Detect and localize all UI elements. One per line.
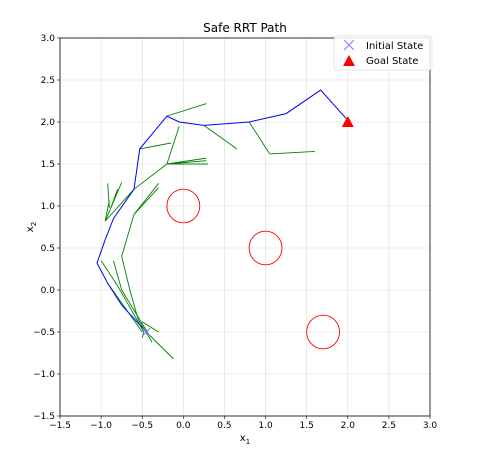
obstacle-circle (248, 230, 283, 266)
tree-edge (113, 260, 123, 291)
tree-edge (248, 121, 271, 155)
state-markers (141, 116, 354, 337)
tree-edge (166, 126, 180, 165)
legend-box (333, 35, 433, 71)
rrt-tree (100, 103, 315, 360)
y-tick-label: 0.0 (41, 286, 56, 296)
x-tick-label: 3.0 (423, 421, 438, 431)
x-tick-label: 1.5 (300, 421, 314, 431)
x-tick-label: 0.5 (217, 421, 231, 431)
tree-edge (146, 331, 174, 360)
x-tick-label: 2.5 (382, 421, 396, 431)
legend-initial-label: Initial State (366, 41, 423, 52)
tree-edge (133, 163, 168, 190)
tree-edge (269, 150, 315, 155)
obstacle-circle (306, 314, 341, 350)
y-axis-label: x2 (25, 222, 38, 232)
tree-edge (121, 214, 135, 257)
x-tick-label: 0.0 (176, 421, 191, 431)
goal-state-marker (341, 116, 354, 127)
tree-edge (121, 289, 150, 335)
y-tick-label: 0.5 (41, 244, 55, 254)
tree-edge (121, 256, 131, 291)
plot-frame (59, 37, 431, 417)
x-tick-label: 1.0 (258, 421, 273, 431)
obstacle-circle (166, 188, 201, 224)
x-tick-label: −1.0 (90, 421, 112, 431)
tree-edge (133, 187, 159, 215)
y-tick-label: 3.0 (41, 34, 56, 44)
legend-goal-marker-icon (343, 55, 355, 66)
tree-edge (110, 189, 118, 208)
grid (59, 37, 431, 417)
x-axis-label: x1 (240, 433, 250, 446)
y-tick-label: 1.5 (41, 160, 55, 170)
rrt-path (96, 89, 349, 333)
y-tick-label: 1.0 (41, 202, 56, 212)
x-tick-label: −1.5 (49, 421, 71, 431)
path-line (96, 89, 349, 333)
obstacles (166, 188, 341, 350)
y-tick-label: 2.5 (41, 76, 55, 86)
legend-goal-label: Goal State (366, 56, 418, 67)
x-tick-label: −0.5 (131, 421, 153, 431)
y-tick-label: −1.5 (33, 412, 55, 422)
y-tick-label: −1.0 (33, 370, 55, 380)
x-tick-label: 2.0 (341, 421, 356, 431)
chart-title: Safe RRT Path (203, 21, 287, 35)
tree-edge (166, 160, 207, 165)
axis-ticks: −1.5 −1.0 −0.5 0.0 0.5 1.0 1.5 2.0 2.5 3.0 −1.5 −1.… (33, 34, 437, 431)
tree-edge (133, 183, 160, 215)
initial-state-marker (141, 327, 151, 337)
tree-edge (203, 124, 238, 150)
tree-edge (107, 183, 110, 208)
y-tick-label: 2.0 (41, 118, 56, 128)
legend-initial-marker-icon (343, 39, 355, 51)
legend: Initial State Goal State (333, 35, 433, 71)
tree-edge (141, 321, 159, 333)
tree-edge (100, 260, 118, 287)
y-tick-label: −0.5 (33, 328, 55, 338)
tree-edge (139, 142, 172, 150)
tree-edge (104, 188, 135, 222)
tree-edge (166, 103, 207, 117)
